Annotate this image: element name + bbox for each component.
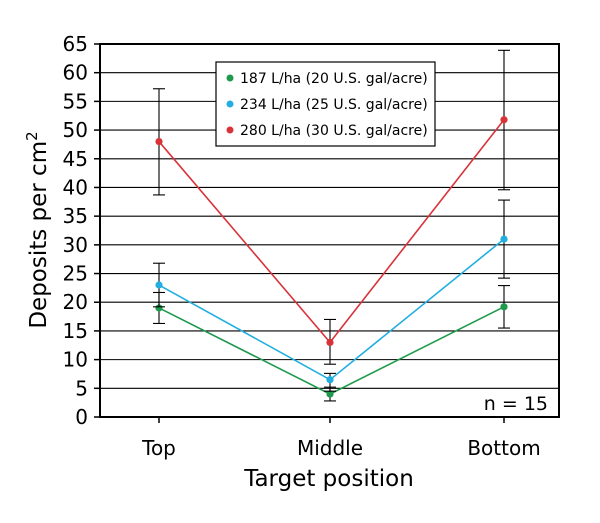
y-tick-label-60: 60 [63,61,88,85]
legend-box [215,61,436,147]
series-line-1 [158,238,505,381]
series-1 [153,199,510,392]
y-tick-label-35: 35 [63,204,88,228]
x-axis-title: Target position [243,466,414,492]
x-axis-ticks: Top Middle Bottom [141,417,541,460]
y-axis-title-text: Deposits per cm [26,141,52,329]
data-point-0-2 [500,303,508,311]
data-point-2-0 [155,137,163,146]
data-point-1-2 [500,235,508,243]
legend: 187 L/ha (20 U.S. gal/acre) 234 L/ha (25… [215,61,436,147]
y-tick-label-20: 20 [63,290,88,314]
series-2 [153,49,510,365]
y-tick-label-45: 45 [63,147,88,171]
y-tick-label-0: 0 [75,405,88,429]
y-tick-label-30: 30 [63,233,88,257]
legend-marker-187 [226,74,234,82]
data-point-0-1 [326,390,334,398]
plot-frame [99,43,560,418]
series-0 [153,285,510,402]
y-tick-label-65: 65 [63,32,88,56]
legend-marker-234 [226,100,234,108]
y-tick-label-55: 55 [63,89,88,113]
y-tick-label-40: 40 [63,175,88,199]
gridlines [100,72,559,389]
y-tick-label-15: 15 [63,319,88,343]
legend-label-280: 280 L/ha (30 U.S. gal/acre) [240,123,428,139]
legend-label-187: 187 L/ha (20 U.S. gal/acre) [240,71,428,87]
x-tick-label-top: Top [141,436,176,460]
legend-label-234: 234 L/ha (25 U.S. gal/acre) [240,97,428,113]
x-tick-label-middle: Middle [297,436,363,460]
y-axis-ticks: 0 5 10 15 20 25 30 35 40 45 50 55 60 65 [63,32,100,429]
data-series [153,49,510,402]
data-point-2-1 [326,338,334,346]
data-point-0-0 [155,304,163,312]
data-point-1-0 [155,281,163,289]
y-tick-label-50: 50 [63,118,88,142]
y-tick-label-5: 5 [75,376,88,400]
sample-size-note: n = 15 [484,393,548,415]
y-tick-label-10: 10 [63,348,88,372]
data-point-1-1 [326,376,334,384]
legend-marker-280 [226,126,234,134]
series-line-2 [158,119,505,344]
y-tick-label-25: 25 [63,262,88,286]
x-tick-label-bottom: Bottom [467,436,540,460]
y-axis-title: Deposits per cm2 [23,131,52,328]
data-point-2-2 [500,116,508,124]
y-axis-title-superscript: 2 [23,131,41,141]
